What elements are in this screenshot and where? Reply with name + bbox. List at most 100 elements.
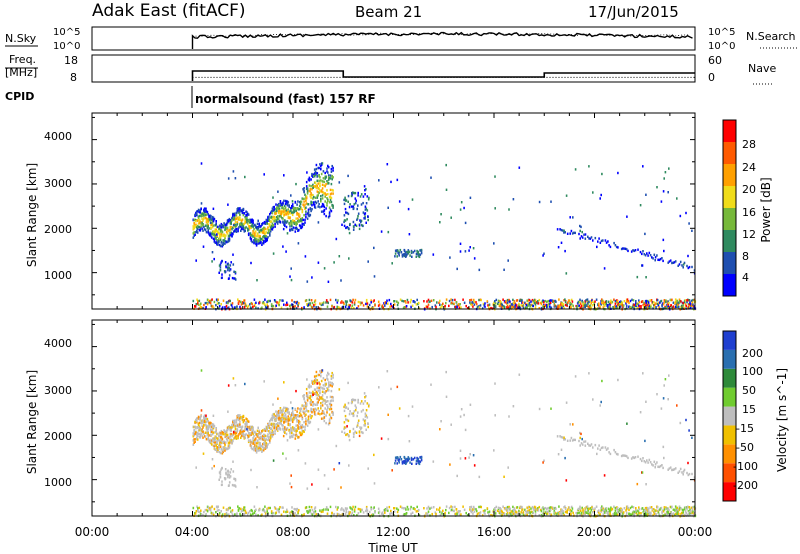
echo-cell	[259, 239, 261, 242]
echo-cell	[269, 230, 272, 233]
echo-cell	[365, 395, 367, 398]
echo-cell	[255, 238, 258, 241]
echo-cell	[260, 438, 262, 441]
echo-cell	[346, 418, 349, 422]
echo-cell	[258, 301, 261, 304]
echo-cell	[302, 203, 304, 206]
echo-cell	[303, 200, 305, 203]
echo-cell	[378, 510, 381, 513]
echo-cell	[297, 435, 299, 439]
echo-cell	[362, 211, 365, 214]
echo-cell	[301, 404, 304, 407]
echo-cell	[403, 456, 406, 459]
echo-cell	[406, 251, 409, 254]
echo-cell	[669, 304, 672, 307]
echo-cell	[597, 514, 599, 517]
echo-cell	[620, 303, 623, 306]
echo-cell	[362, 418, 365, 421]
echo-cell	[405, 305, 408, 308]
echo-cell	[269, 232, 271, 235]
echo-cell	[357, 411, 359, 414]
echo-cell	[320, 190, 322, 193]
echo-cell	[303, 412, 305, 415]
echo-cell	[193, 218, 195, 222]
echo-cell	[321, 404, 324, 407]
echo-cell	[295, 226, 297, 229]
echo-cell	[323, 416, 326, 419]
echo-cell	[671, 306, 673, 309]
echo-cell	[451, 505, 454, 509]
echo-cell	[310, 202, 312, 206]
echo-cell	[256, 433, 259, 436]
echo-cell	[222, 450, 224, 454]
echo-cell	[420, 459, 423, 462]
echo-cell	[370, 301, 372, 304]
echo-cell	[310, 399, 312, 402]
echo-cell	[363, 185, 366, 188]
echo-cell	[440, 420, 442, 423]
echo-cell	[258, 431, 261, 434]
echo-cell	[507, 259, 509, 262]
echo-cell	[217, 239, 219, 242]
echo-cell	[362, 304, 365, 307]
echo-cell	[312, 390, 314, 394]
echo-cell	[245, 304, 247, 307]
echo-cell	[279, 407, 282, 410]
echo-cell	[550, 513, 553, 516]
echo-cell	[479, 304, 482, 307]
echo-cell	[247, 212, 249, 216]
echo-cell	[432, 299, 435, 302]
echo-cell	[279, 427, 282, 431]
echo-cell	[264, 235, 267, 238]
echo-cell	[254, 433, 257, 436]
echo-cell	[501, 510, 504, 514]
echo-cell	[295, 223, 297, 226]
echo-cell	[637, 306, 639, 310]
echo-cell	[427, 298, 430, 302]
echo-cell	[654, 463, 657, 466]
echo-cell	[278, 422, 281, 425]
echo-cell	[272, 511, 274, 515]
echo-cell	[311, 379, 313, 383]
echo-cell	[233, 419, 236, 422]
echo-cell	[227, 203, 229, 206]
echo-cell	[192, 432, 195, 435]
echo-cell	[196, 213, 198, 216]
echo-cell	[234, 218, 237, 221]
echo-cell	[217, 450, 219, 453]
echo-cell	[209, 234, 211, 237]
echo-cell	[246, 218, 248, 222]
echo-cell	[311, 411, 313, 414]
echo-cell	[488, 513, 490, 516]
echo-cell	[569, 508, 571, 512]
echo-cell	[335, 237, 338, 241]
echo-cell	[243, 437, 246, 440]
echo-cell	[325, 301, 327, 304]
echo-cell	[284, 406, 287, 410]
echo-cell	[262, 230, 264, 234]
echo-cell	[207, 299, 210, 302]
echo-cell	[192, 443, 195, 446]
echo-cell	[660, 407, 663, 410]
echo-cell	[241, 431, 244, 434]
echo-cell	[644, 461, 647, 464]
echo-cell	[396, 385, 399, 389]
echo-cell	[305, 206, 307, 209]
echo-cell	[218, 431, 221, 434]
echo-cell	[501, 513, 504, 516]
echo-cell	[358, 227, 361, 231]
echo-cell	[683, 301, 686, 304]
echo-cell	[310, 416, 312, 420]
colorbar-segment	[723, 252, 736, 274]
echo-cell	[218, 434, 220, 438]
colorbar-segment	[723, 208, 736, 230]
echo-cell	[290, 413, 292, 417]
echo-cell	[220, 241, 223, 244]
echo-cell	[566, 509, 568, 513]
echo-cell	[357, 419, 360, 422]
echo-cell	[405, 462, 407, 465]
echo-cell	[285, 420, 288, 423]
echo-cell	[253, 511, 256, 515]
echo-cell	[237, 424, 239, 427]
echo-cell	[441, 305, 443, 308]
